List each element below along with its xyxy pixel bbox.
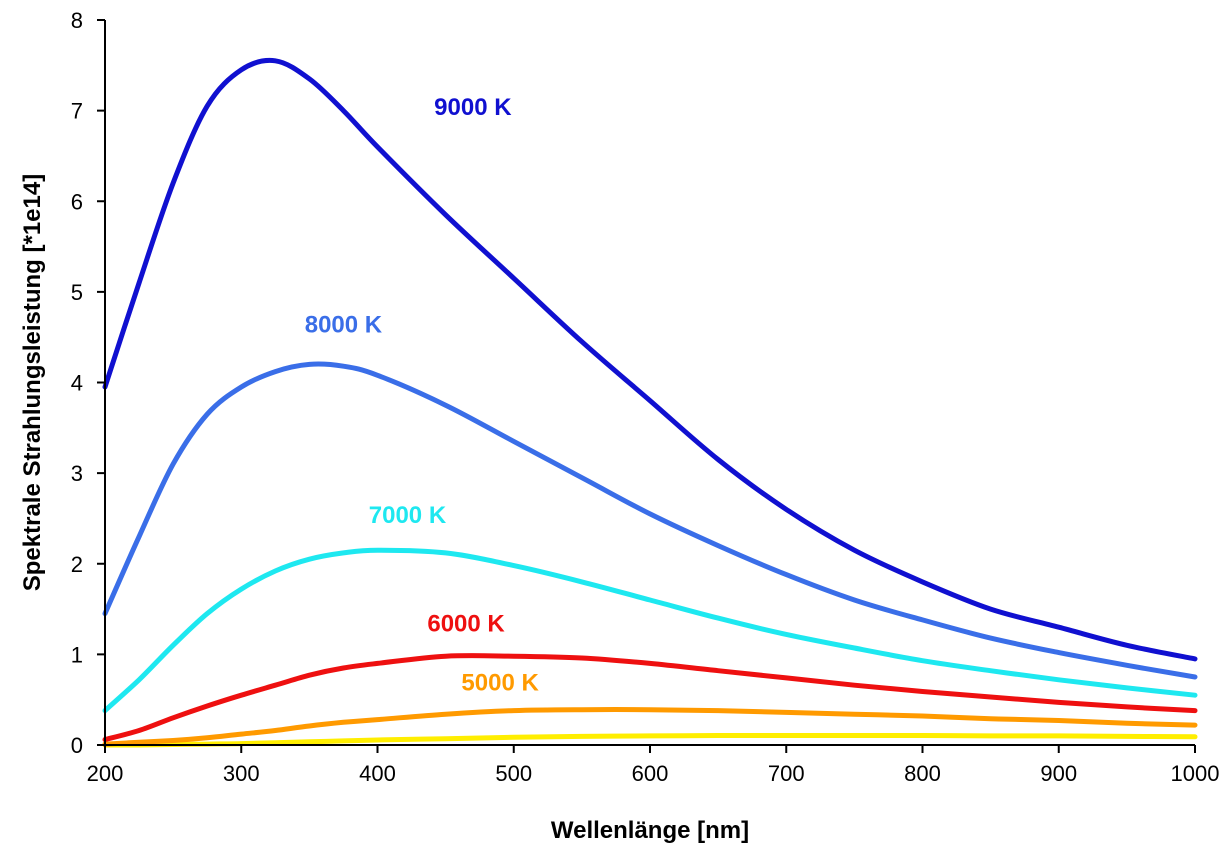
x-tick-label: 300 [223, 761, 260, 786]
series-line-9000k [102, 57, 1198, 662]
series-line-5000k [102, 707, 1198, 747]
x-tick-label: 1000 [1171, 761, 1220, 786]
x-tick-label: 800 [904, 761, 941, 786]
x-tick-label: 200 [87, 761, 124, 786]
y-axis-title: Spektrale Strahlungsleistung [*1e14] [19, 174, 46, 591]
series-line-6000k [102, 653, 1198, 743]
series-labels: 9000 K 8000 K 7000 K 6000 K 5000 K [305, 94, 540, 696]
plot-lines [102, 57, 1198, 748]
series-line-8000k [102, 361, 1198, 680]
axes [104, 20, 1195, 746]
y-tick-label: 3 [71, 461, 83, 486]
y-tick-label: 7 [71, 99, 83, 124]
y-tick-label: 6 [71, 189, 83, 214]
y-tick-label: 1 [71, 642, 83, 667]
series-line-unlabeled [102, 732, 1198, 748]
x-tick-label: 700 [768, 761, 805, 786]
series-label-8000k: 8000 K [305, 312, 383, 339]
y-tick-label: 8 [71, 8, 83, 33]
x-axis-title: Wellenlänge [nm] [551, 817, 749, 844]
x-tick-label: 600 [632, 761, 669, 786]
series-line-7000k [102, 547, 1198, 714]
y-tick-label: 0 [71, 733, 83, 758]
y-tick-label: 5 [71, 280, 83, 305]
x-tick-label: 400 [359, 761, 396, 786]
series-label-5000k: 5000 K [461, 670, 539, 697]
y-axis-ticks: 0 1 2 3 4 5 6 7 8 [71, 8, 105, 758]
x-tick-label: 500 [495, 761, 532, 786]
series-label-7000k: 7000 K [369, 502, 447, 529]
series-label-6000k: 6000 K [427, 611, 505, 638]
y-tick-label: 4 [71, 371, 83, 396]
x-tick-label: 900 [1040, 761, 1077, 786]
x-axis-ticks: 200 300 400 500 600 700 800 900 1000 [87, 745, 1220, 786]
y-tick-label: 2 [71, 552, 83, 577]
series-label-9000k: 9000 K [434, 94, 512, 121]
